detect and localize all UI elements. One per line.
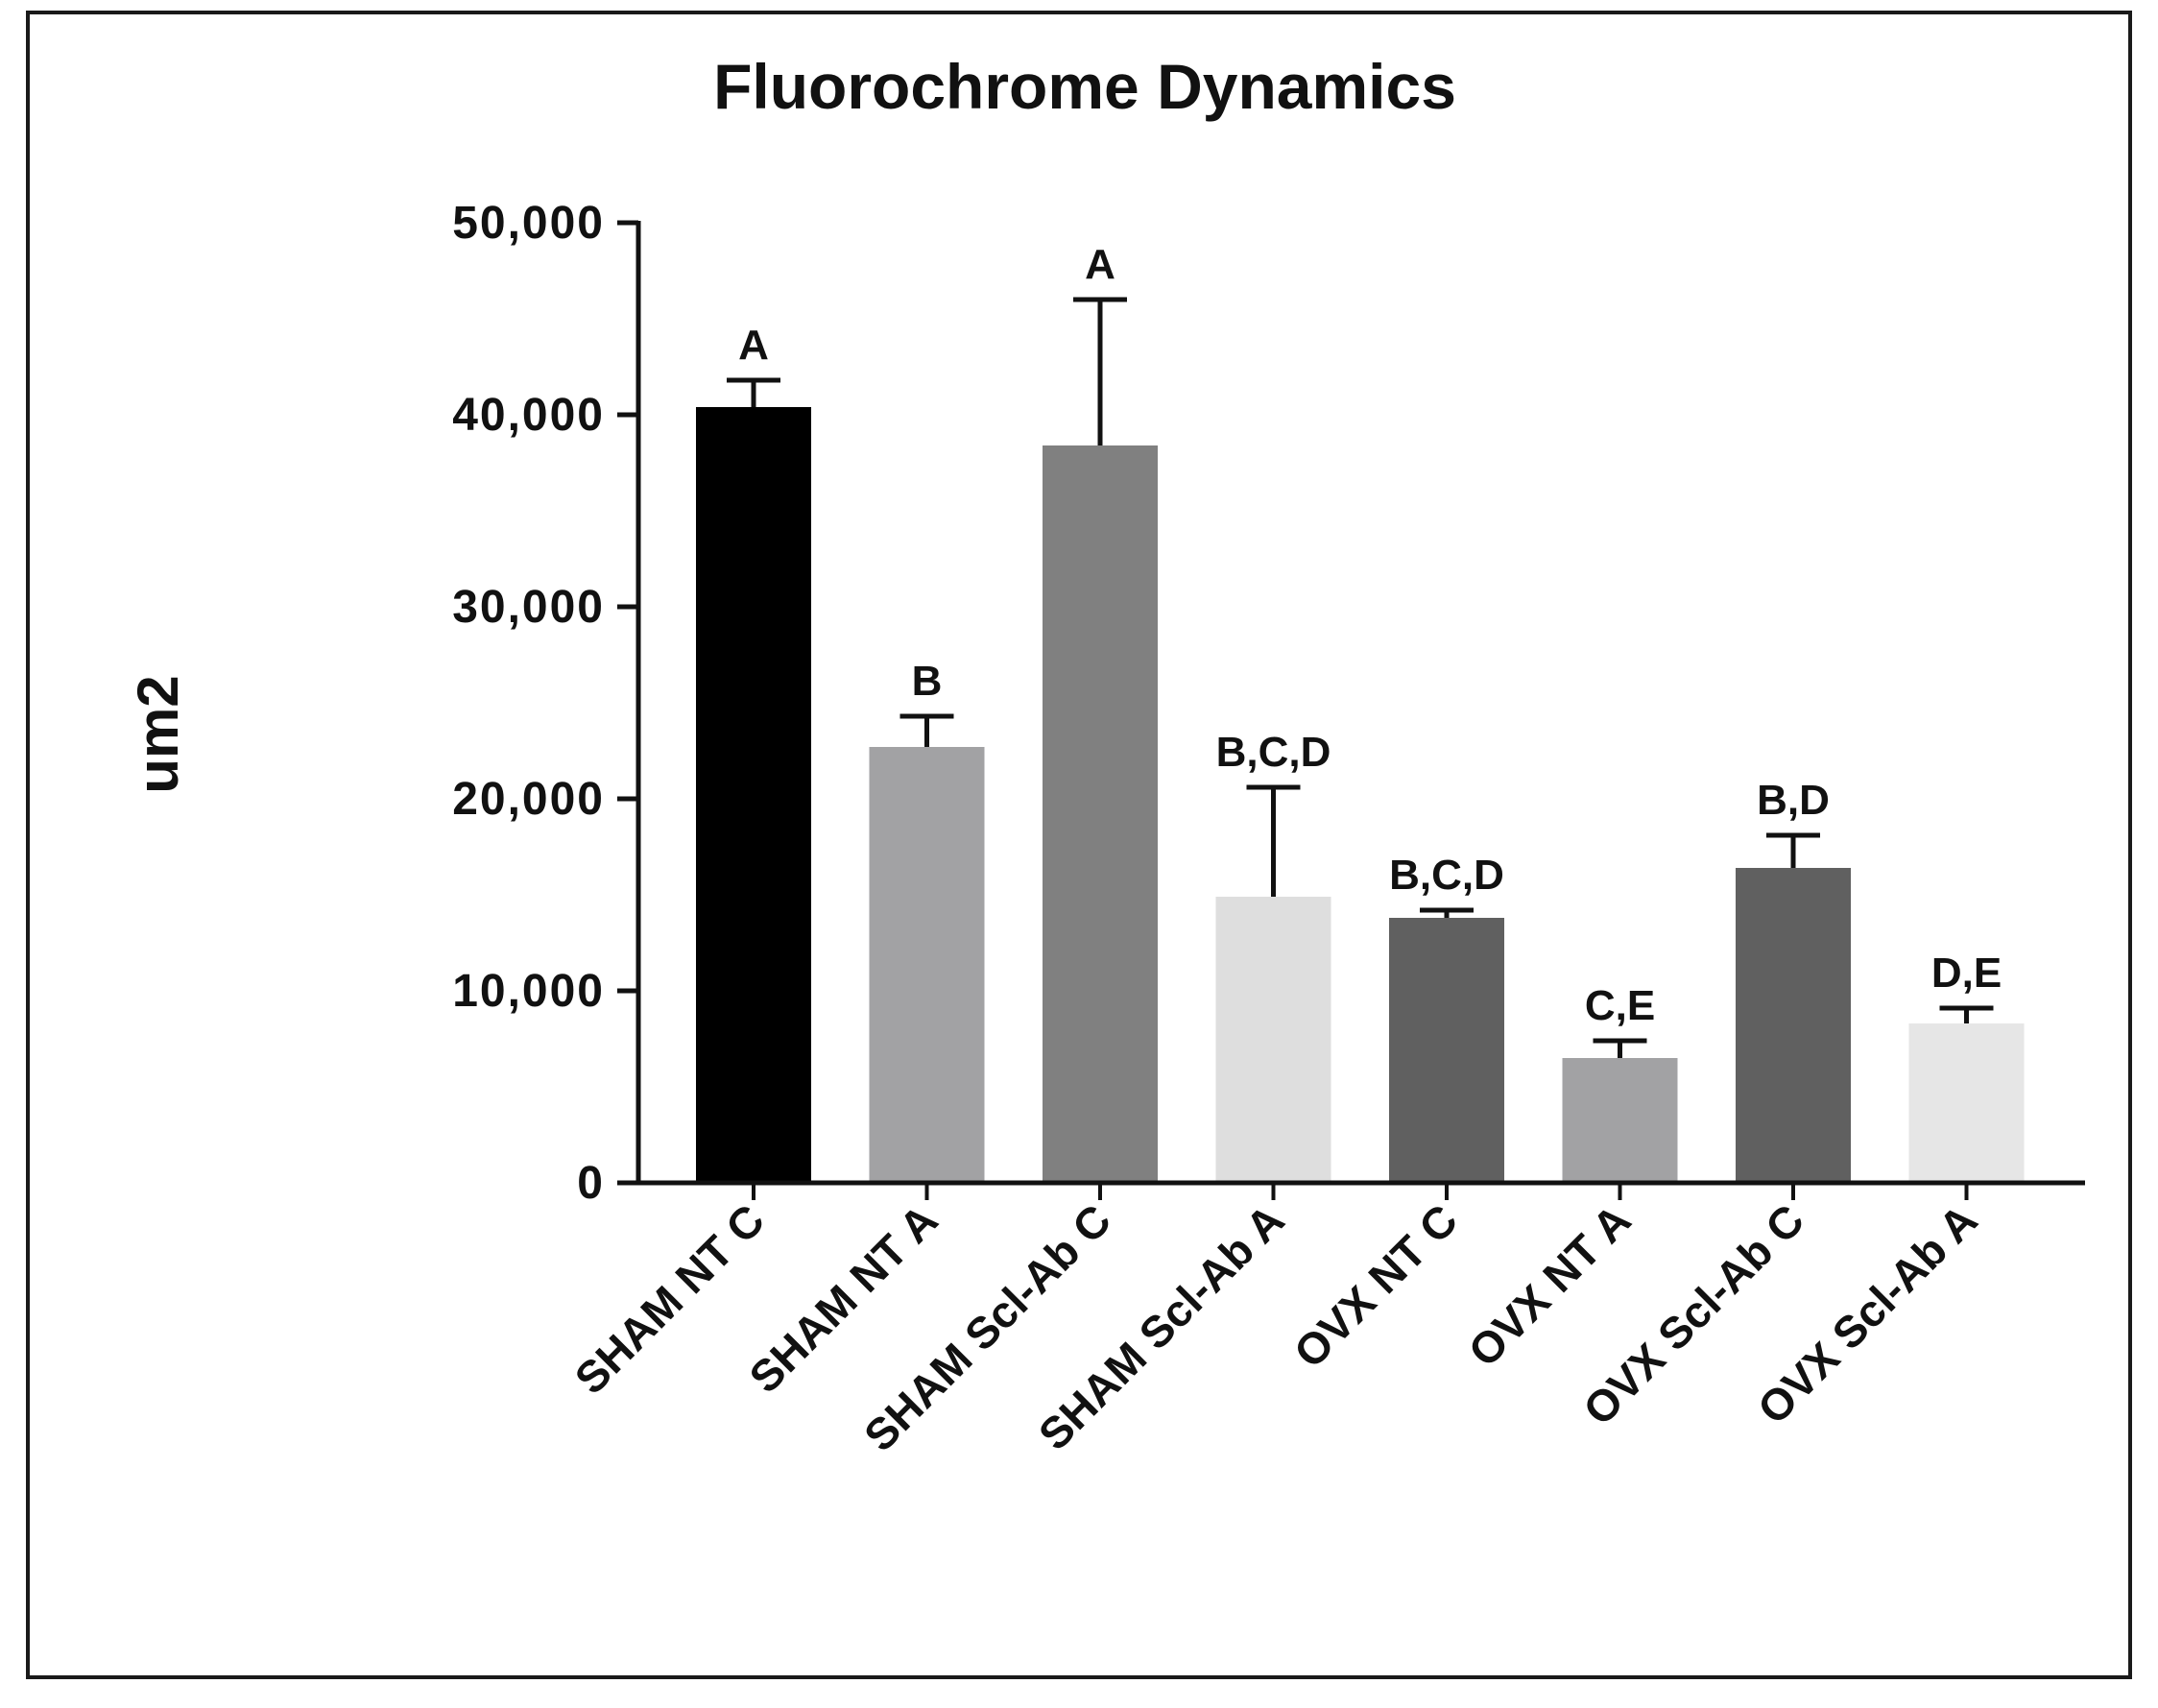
annotation-6: C,E [1585, 982, 1655, 1029]
bar-6 [1562, 1058, 1678, 1183]
bar-8 [1908, 1023, 2025, 1183]
bar-2 [869, 747, 985, 1183]
y-tick-label-2: 10,000 [452, 966, 605, 1017]
y-axis-label: um2 [126, 675, 190, 793]
y-tick-label-6: 50,000 [452, 198, 605, 249]
annotation-3: A [1085, 241, 1115, 288]
annotation-8: D,E [1931, 950, 2002, 997]
bar-1 [696, 407, 811, 1183]
annotation-1: A [738, 322, 769, 369]
y-tick-label-4: 30,000 [452, 582, 605, 633]
annotation-7: B,D [1757, 777, 1830, 824]
bar-3 [1043, 445, 1158, 1183]
y-tick-label-5: 40,000 [452, 390, 605, 441]
annotation-4: B,C,D [1216, 729, 1331, 776]
bar-7 [1736, 868, 1851, 1183]
annotation-2: B [912, 658, 943, 705]
chart-title: Fluorochrome Dynamics [713, 51, 1456, 122]
y-tick-label-1: 0 [577, 1158, 605, 1209]
bar-5 [1389, 918, 1504, 1183]
y-tick-label-3: 20,000 [452, 774, 605, 825]
bar-4 [1215, 897, 1331, 1183]
annotation-5: B,C,D [1389, 852, 1504, 899]
